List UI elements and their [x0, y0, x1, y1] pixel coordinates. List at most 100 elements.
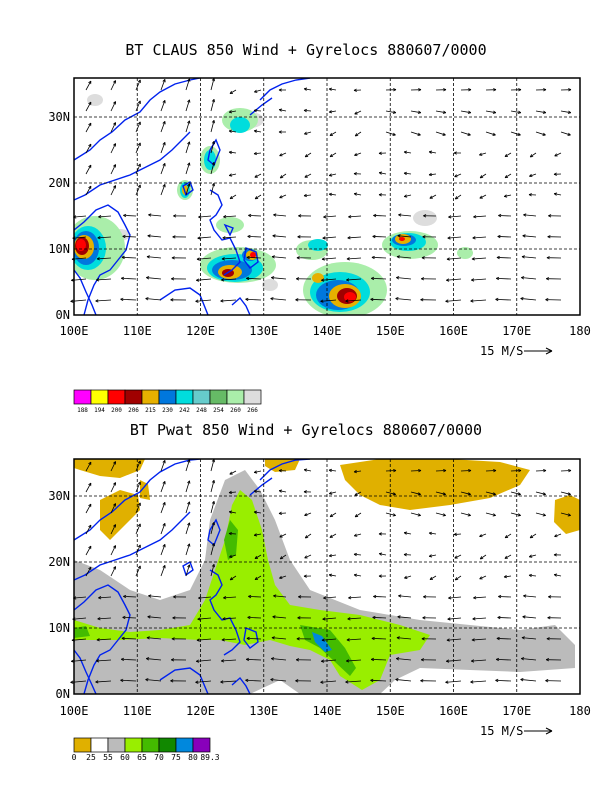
wind-vector-head: [187, 141, 191, 145]
wind-vector-head: [211, 98, 216, 103]
wind-vector-head: [187, 99, 191, 103]
wind-vector: [429, 575, 437, 580]
wind-vector: [329, 512, 337, 518]
wind-vector: [146, 658, 162, 661]
wind-vector: [123, 214, 137, 217]
wind-vector-head: [137, 163, 141, 167]
wind-vector-head: [518, 468, 522, 473]
wind-vector-head: [353, 552, 358, 557]
wind-vector-head: [553, 553, 557, 557]
wind-vector-head: [529, 173, 533, 178]
wind-vector-head: [187, 78, 191, 82]
wind-vector-head: [529, 154, 534, 158]
wind-vector-head: [353, 533, 358, 537]
wind-vector-head: [303, 87, 308, 91]
wind-vector-head: [504, 153, 508, 157]
wind-vector: [196, 257, 212, 260]
wind-vector-head: [137, 100, 141, 104]
wind-vector-head: [354, 152, 358, 157]
wind-vector-head: [95, 299, 99, 303]
wind-vector: [160, 502, 166, 514]
wind-vector-head: [467, 132, 471, 136]
wind-vector-head: [304, 174, 308, 178]
wind-vector-head: [328, 87, 333, 91]
wind-vector: [96, 257, 112, 260]
wind-vector: [329, 554, 337, 557]
wind-vector: [410, 512, 421, 516]
wind-vector: [396, 658, 412, 661]
wind-vector-head: [378, 151, 382, 155]
wind-vector-head: [245, 657, 250, 662]
wind-vector: [371, 277, 387, 280]
wind-vector-head: [498, 594, 502, 599]
wind-vector-head: [278, 88, 282, 92]
wind-vector: [395, 679, 412, 682]
wind-vector: [160, 523, 166, 535]
wind-vector: [160, 565, 166, 577]
wind-vector-head: [443, 468, 447, 473]
wind-vector-head: [496, 636, 500, 641]
lon-tick-label: 100E: [60, 324, 89, 338]
wind-vector-head: [187, 183, 191, 187]
bottom-wind-vectors: [70, 458, 572, 684]
wind-vector-head: [279, 175, 284, 179]
wind-vector-head: [172, 235, 176, 239]
wind-vector: [254, 470, 262, 473]
wind-vector: [135, 544, 141, 556]
wind-vector-head: [542, 492, 546, 496]
wind-vector: [329, 533, 337, 538]
wind-vector: [510, 491, 521, 495]
wind-vector: [470, 680, 487, 683]
wind-vector-head: [113, 545, 117, 549]
wind-vector-head: [198, 215, 202, 219]
wind-vector-head: [253, 510, 258, 514]
wind-vector: [210, 162, 215, 175]
wind-vector: [85, 164, 92, 175]
wind-vector: [322, 617, 337, 620]
wind-vector-head: [378, 532, 382, 536]
wind-vector: [146, 256, 162, 259]
wind-vector: [135, 142, 141, 154]
colorbar-swatch: [158, 737, 177, 753]
wind-vector: [185, 522, 190, 535]
wind-vector: [248, 215, 262, 217]
wind-vector: [521, 256, 537, 259]
wind-vector: [372, 236, 387, 238]
wind-vector-head: [504, 174, 509, 179]
wind-vector: [221, 659, 237, 662]
wind-vector: [273, 214, 287, 217]
wind-vector-head: [71, 638, 75, 642]
wind-vector: [396, 637, 412, 640]
wind-vector: [221, 278, 237, 281]
wind-vector: [529, 554, 537, 558]
wind-vector-head: [397, 615, 401, 619]
wind-vector: [535, 512, 546, 516]
wind-vector: [135, 184, 141, 196]
wind-vector-head: [278, 469, 282, 473]
lat-tick-label: 0N: [56, 308, 70, 322]
wind-vector-head: [113, 461, 117, 465]
wind-vector-head: [96, 257, 100, 261]
wind-vector: [160, 79, 166, 91]
wind-vector-head: [211, 182, 216, 187]
wind-vector-head: [321, 278, 325, 282]
wind-vector-head: [229, 195, 234, 200]
wind-vector: [185, 501, 190, 514]
wind-vector: [135, 79, 141, 91]
wind-vector-head: [517, 492, 521, 496]
wind-vector-head: [88, 461, 92, 466]
wind-vector-head: [297, 616, 301, 620]
wind-vector-head: [473, 215, 477, 219]
wind-vector-head: [495, 297, 499, 302]
wind-vector-head: [497, 234, 501, 239]
colorbar-label: 60: [120, 753, 130, 762]
wind-vector-head: [121, 255, 125, 260]
lon-tick-label: 180: [569, 324, 591, 338]
lat-tick-label: 30N: [48, 110, 70, 124]
wind-vector-head: [504, 555, 508, 559]
wind-vector: [70, 680, 87, 683]
wind-vector-head: [137, 481, 141, 485]
wind-vector: [447, 236, 462, 239]
wind-vector-head: [554, 534, 558, 538]
